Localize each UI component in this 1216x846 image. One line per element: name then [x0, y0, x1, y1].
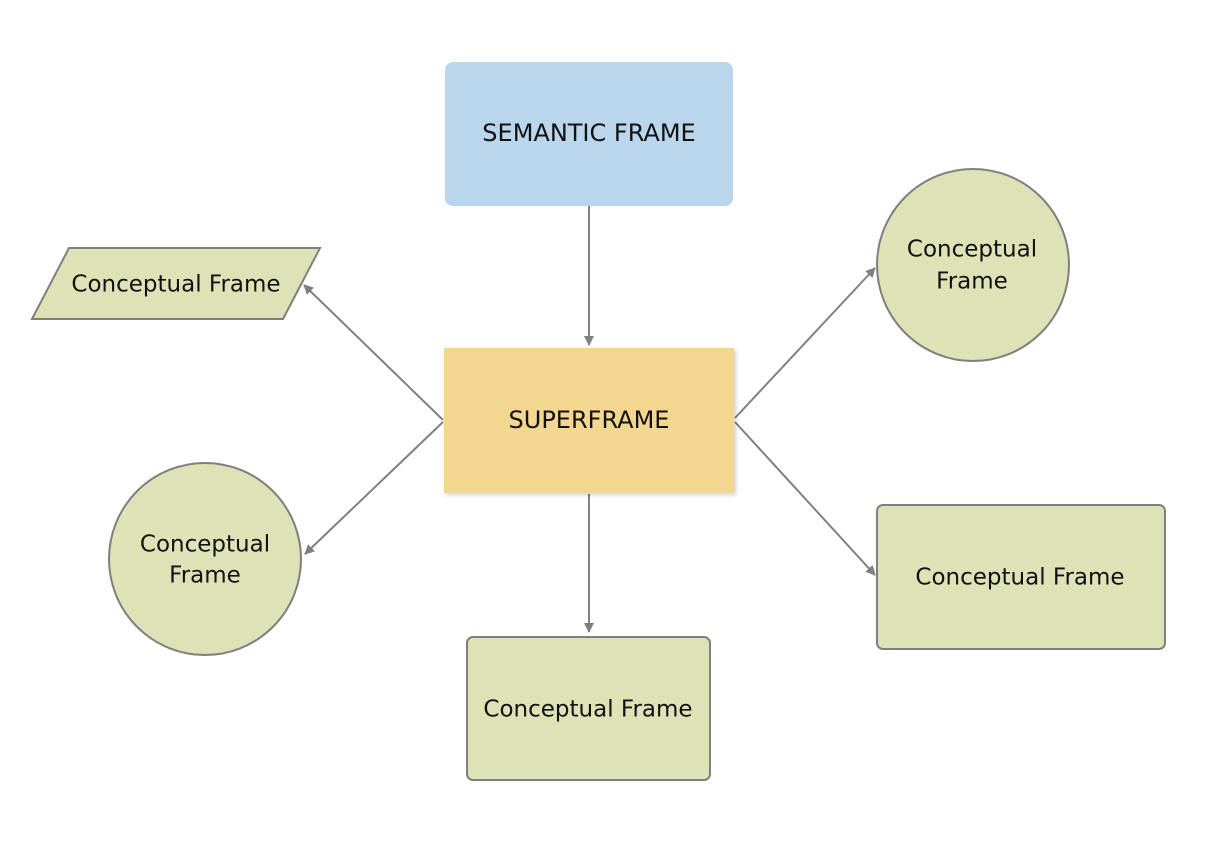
conceptual-frame-parallelogram-node: Conceptual Frame — [30, 247, 322, 320]
edges — [303, 206, 876, 633]
superframe-node: SUPERFRAME — [444, 348, 734, 493]
conceptual-frame-parallelogram-label: Conceptual Frame — [71, 272, 280, 298]
semantic-frame-box — [445, 62, 733, 206]
conceptual-frame-rect-right-node: Conceptual Frame — [876, 504, 1166, 650]
semantic-frame-node: SEMANTIC FRAME — [445, 62, 733, 206]
conceptual-frame-parallelogram — [30, 247, 322, 320]
conceptual-frame-circle-right-node: Conceptual Frame — [876, 168, 1070, 362]
superframe-label: SUPERFRAME — [509, 406, 670, 434]
conceptual-frame-circle-left — [108, 462, 302, 656]
conceptual-frame-rect-bottom-node: Conceptual Frame — [466, 636, 711, 781]
conceptual-frame-circle-left-line1: Conceptual — [140, 532, 270, 558]
conceptual-frame-rect-right-label: Conceptual Frame — [915, 565, 1124, 591]
semantic-frame-label: SEMANTIC FRAME — [482, 119, 695, 147]
edge-superframe-to-circle-right — [734, 267, 876, 419]
conceptual-frame-circle-right-line1: Conceptual — [907, 237, 1037, 263]
conceptual-frame-rect-bottom-label: Conceptual Frame — [483, 697, 692, 723]
conceptual-frame-circle-left-node: Conceptual Frame — [108, 462, 302, 656]
edge-superframe-to-parallelogram — [303, 284, 444, 421]
conceptual-frame-rect-bottom — [466, 636, 711, 781]
conceptual-frame-circle-left-line2: Frame — [169, 563, 241, 589]
superframe-box — [444, 348, 734, 493]
conceptual-frame-circle-right-line2: Frame — [936, 269, 1008, 295]
edge-superframe-to-circle-left — [304, 421, 444, 555]
conceptual-frame-circle-right — [876, 168, 1070, 362]
edge-superframe-to-rect-right — [734, 421, 876, 576]
conceptual-frame-rect-right — [876, 504, 1166, 650]
